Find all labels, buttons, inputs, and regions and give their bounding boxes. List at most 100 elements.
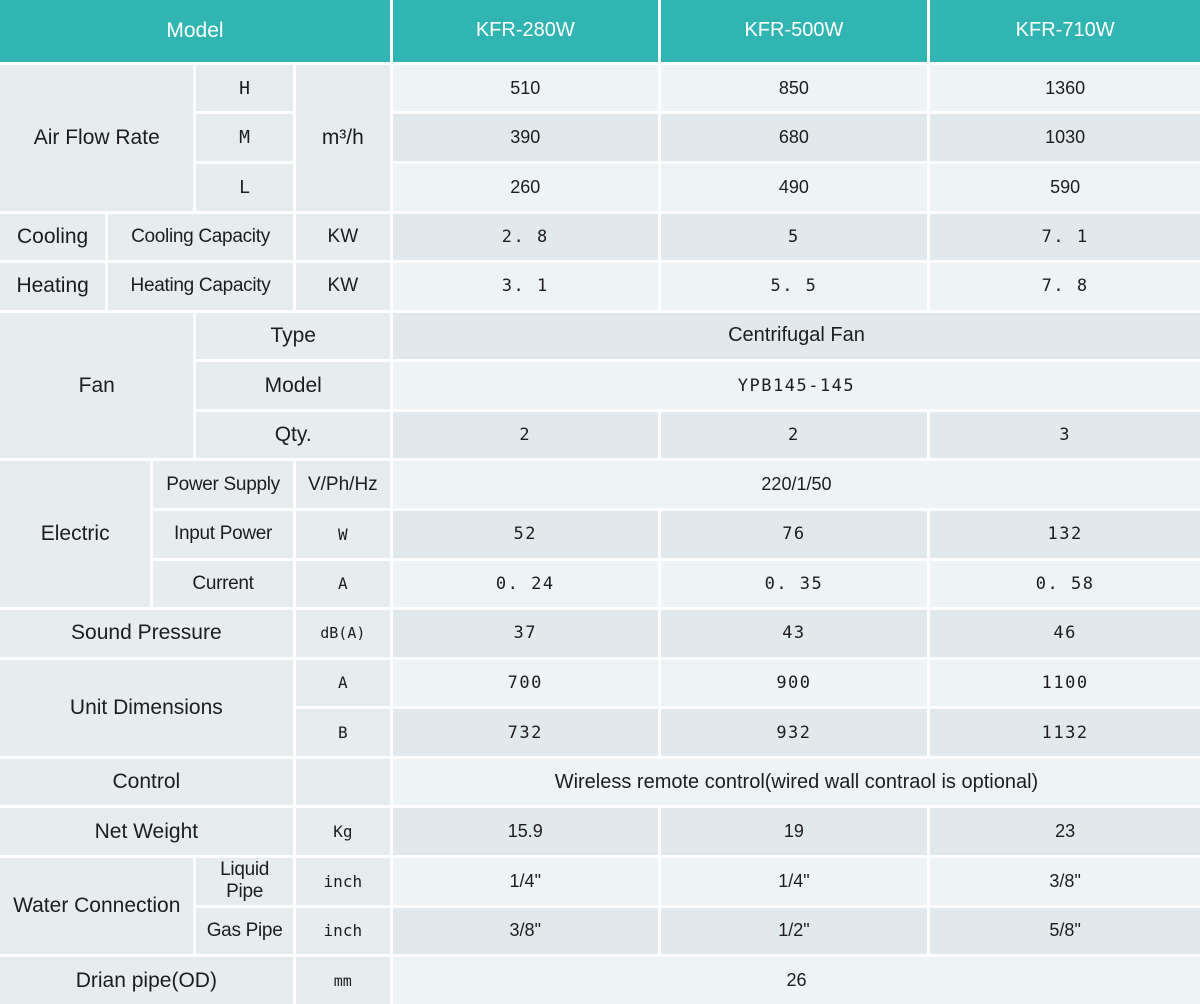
- current-unit-cell: A: [292, 557, 393, 611]
- dimension-b-kfr280w: 732: [389, 706, 661, 759]
- liquid-pipe-kfr280w: 1/4": [389, 855, 661, 908]
- liquid-pipe-kfr710w: 3/8": [927, 855, 1200, 908]
- current-row: Current A 0. 24 0. 35 0. 58: [0, 557, 1200, 611]
- fan-model-value-cell: YPB145-145: [389, 359, 1200, 412]
- control-unit-cell-empty: [292, 755, 393, 809]
- dimension-b-label-cell: B: [292, 706, 393, 759]
- power-supply-label-cell: Power Supply: [150, 458, 296, 511]
- airflow-h-value-kfr710w: 1360: [927, 61, 1200, 115]
- sound-pressure-row: Sound Pressure dB(A) 37 43 46: [0, 607, 1200, 660]
- power-supply-value-cell: 220/1/50: [389, 458, 1200, 511]
- dimension-a-kfr280w: 700: [389, 656, 661, 710]
- gas-pipe-label-cell: Gas Pipe: [193, 904, 296, 958]
- heating-value-kfr500w: 5. 5: [657, 260, 931, 313]
- heating-row: Heating Heating Capacity KW 3. 1 5. 5 7.…: [0, 260, 1200, 313]
- fan-type-label-cell: Type: [193, 309, 393, 363]
- cooling-row: Cooling Cooling Capacity KW 2. 8 5 7. 1: [0, 210, 1200, 264]
- header-row: Model KFR-280W KFR-500W KFR-710W: [0, 0, 1200, 65]
- electric-label-cell: Electric: [0, 458, 154, 611]
- control-row: Control Wireless remote control(wired wa…: [0, 755, 1200, 809]
- model-header-cell: Model: [0, 0, 393, 65]
- unit-dimensions-row-b: B 732 932 1132: [0, 706, 1200, 759]
- control-value-cell: Wireless remote control(wired wall contr…: [389, 755, 1200, 809]
- dimension-b-kfr710w: 1132: [927, 706, 1200, 759]
- dimension-a-kfr500w: 900: [657, 656, 931, 710]
- net-weight-kfr500w: 19: [657, 805, 931, 859]
- drain-pipe-unit-cell: mm: [292, 954, 393, 1004]
- heating-capacity-label-cell: Heating Capacity: [105, 260, 296, 313]
- fan-qty-kfr710w: 3: [927, 408, 1200, 462]
- water-connection-label-cell: Water Connection: [0, 855, 197, 958]
- net-weight-kfr710w: 23: [927, 805, 1200, 859]
- sound-pressure-kfr500w: 43: [657, 607, 931, 660]
- net-weight-row: Net Weight Kg 15.9 19 23: [0, 805, 1200, 859]
- model-column-kfr-280w: KFR-280W: [389, 0, 661, 65]
- net-weight-label-cell: Net Weight: [0, 805, 296, 859]
- liquid-pipe-row: Water Connection Liquid Pipe inch 1/4" 1…: [0, 855, 1200, 958]
- sound-pressure-label-cell: Sound Pressure: [0, 607, 296, 660]
- current-kfr280w: 0. 24: [389, 557, 661, 611]
- dimension-a-kfr710w: 1100: [927, 656, 1200, 710]
- cooling-value-kfr280w: 2. 8: [389, 210, 661, 264]
- cooling-capacity-label-cell: Cooling Capacity: [105, 210, 296, 264]
- drain-pipe-row: Drian pipe(OD) mm 26: [0, 954, 1200, 1004]
- gas-pipe-kfr710w: 5/8": [927, 904, 1200, 958]
- airflow-l-value-kfr500w: 490: [657, 160, 931, 214]
- input-power-unit-cell: W: [292, 507, 393, 561]
- airflow-row-low: L 260 490 590: [0, 160, 1200, 214]
- heating-label-cell: Heating: [0, 260, 109, 313]
- airflow-h-value-kfr500w: 850: [657, 61, 931, 115]
- airflow-row-medium: M 390 680 1030: [0, 111, 1200, 164]
- input-power-row: Input Power W 52 76 132: [0, 507, 1200, 561]
- cooling-unit-cell: KW: [292, 210, 393, 264]
- fan-type-row: Fan Type Centrifugal Fan: [0, 309, 1200, 462]
- airflow-h-value-kfr280w: 510: [389, 61, 661, 115]
- current-label-cell: Current: [150, 557, 296, 611]
- current-kfr710w: 0. 58: [927, 557, 1200, 611]
- heating-unit-cell: KW: [292, 260, 393, 313]
- model-column-kfr-500w: KFR-500W: [657, 0, 931, 65]
- fan-model-row: Model YPB145-145: [0, 359, 1200, 412]
- airflow-l-value-kfr710w: 590: [927, 160, 1200, 214]
- airflow-row-high: Air Flow Rate H m³/h 510 850 1360: [0, 61, 1200, 214]
- fan-qty-kfr500w: 2: [657, 408, 931, 462]
- airflow-l-value-kfr280w: 260: [389, 160, 661, 214]
- drain-pipe-value-cell: 26: [389, 954, 1200, 1004]
- sound-pressure-kfr280w: 37: [389, 607, 661, 660]
- airflow-m-value-kfr280w: 390: [389, 111, 661, 164]
- fan-type-value-cell: Centrifugal Fan: [389, 309, 1200, 363]
- fan-qty-label-cell: Qty.: [193, 408, 393, 462]
- sound-pressure-unit-cell: dB(A): [292, 607, 393, 660]
- gas-pipe-kfr280w: 3/8": [389, 904, 661, 958]
- fan-qty-kfr280w: 2: [389, 408, 661, 462]
- fan-model-label-cell: Model: [193, 359, 393, 412]
- power-supply-row: Electric Power Supply V/Ph/Hz 220/1/50: [0, 458, 1200, 611]
- cooling-value-kfr500w: 5: [657, 210, 931, 264]
- cooling-label-cell: Cooling: [0, 210, 109, 264]
- dimension-a-label-cell: A: [292, 656, 393, 710]
- input-power-label-cell: Input Power: [150, 507, 296, 561]
- unit-dimensions-row-a: Unit Dimensions A 700 900 1100: [0, 656, 1200, 759]
- airflow-speed-m: M: [193, 111, 296, 164]
- heating-value-kfr280w: 3. 1: [389, 260, 661, 313]
- airflow-speed-h: H: [193, 61, 296, 115]
- liquid-pipe-kfr500w: 1/4": [657, 855, 931, 908]
- airflow-label-cell: Air Flow Rate: [0, 61, 197, 214]
- drain-pipe-label-cell: Drian pipe(OD): [0, 954, 296, 1004]
- model-column-kfr-710w: KFR-710W: [927, 0, 1200, 65]
- airflow-m-value-kfr710w: 1030: [927, 111, 1200, 164]
- net-weight-kfr280w: 15.9: [389, 805, 661, 859]
- liquid-pipe-label-cell: Liquid Pipe: [193, 855, 296, 908]
- gas-pipe-kfr500w: 1/2": [657, 904, 931, 958]
- fan-qty-row: Qty. 2 2 3: [0, 408, 1200, 462]
- airflow-unit-cell: m³/h: [292, 61, 393, 214]
- airflow-speed-l: L: [193, 160, 296, 214]
- net-weight-unit-cell: Kg: [292, 805, 393, 859]
- cooling-value-kfr710w: 7. 1: [927, 210, 1200, 264]
- airflow-m-value-kfr500w: 680: [657, 111, 931, 164]
- liquid-pipe-unit-cell: inch: [292, 855, 393, 908]
- current-kfr500w: 0. 35: [657, 557, 931, 611]
- input-power-kfr280w: 52: [389, 507, 661, 561]
- control-label-cell: Control: [0, 755, 296, 809]
